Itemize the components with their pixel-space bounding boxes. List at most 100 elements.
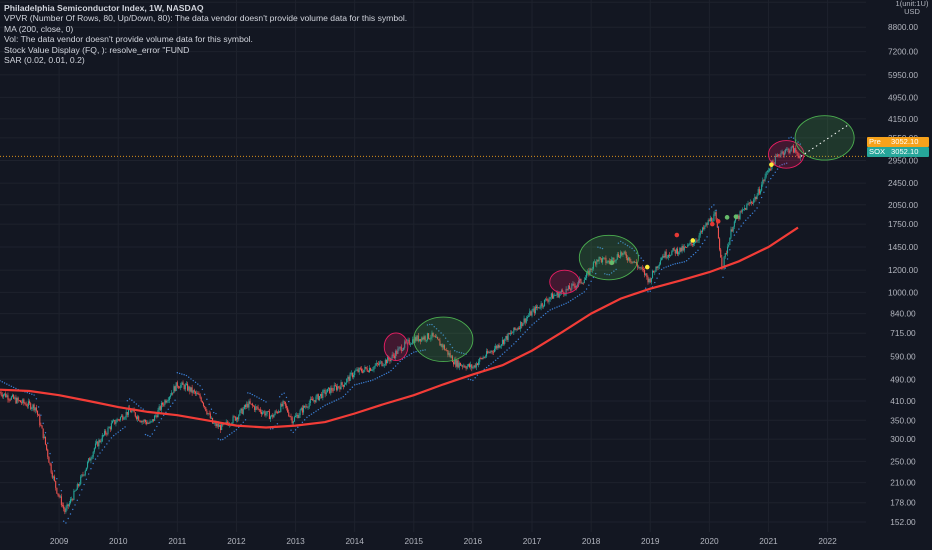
candle-body (210, 417, 212, 419)
candle-body (109, 427, 111, 430)
candle-body (305, 406, 307, 408)
candle-body (142, 421, 144, 422)
candle-body (724, 253, 726, 257)
sar-dot (317, 409, 319, 411)
candle-body (58, 494, 60, 497)
candle-body (688, 244, 690, 246)
y-tick-label: 715.00 (890, 328, 916, 338)
sar-dot (681, 261, 683, 264)
candle-body (511, 332, 513, 334)
candle-body (252, 405, 255, 407)
sar-dot (194, 381, 197, 384)
sar-dot (544, 312, 547, 315)
candle-body (587, 270, 589, 274)
candle-body (740, 211, 742, 213)
candle-body (324, 390, 326, 395)
candle-body (435, 337, 438, 338)
candle-body (292, 421, 294, 424)
candle-body (24, 403, 26, 404)
sar-dot (376, 377, 379, 379)
candle-body (127, 407, 130, 415)
candle-body (462, 365, 464, 367)
candle-body (164, 400, 166, 405)
sar-dot (731, 239, 733, 242)
pre-tag-name: Pre (869, 137, 881, 146)
candle-body (728, 244, 730, 247)
candle-body (309, 398, 311, 403)
candle-body (540, 303, 542, 308)
sar-dot (381, 374, 383, 377)
candle-body (488, 352, 490, 354)
candle-body (175, 382, 177, 391)
candle-body (323, 390, 325, 391)
candle-body (42, 428, 44, 439)
sar-dot (347, 391, 349, 393)
sar-dot (374, 378, 376, 380)
y-tick-label: 840.00 (890, 309, 916, 319)
sar-dot (65, 522, 67, 524)
candle-body (564, 294, 566, 296)
candle-body (104, 430, 106, 436)
candle-body (501, 339, 504, 345)
candle-body (448, 353, 450, 355)
sar-dot (356, 383, 358, 385)
sar-dot (217, 438, 219, 440)
candle-body (16, 397, 18, 404)
candle-body (329, 387, 331, 394)
sar-dot (219, 439, 222, 441)
sar-dot (676, 262, 679, 265)
candle-body (358, 367, 360, 373)
candle-body (347, 376, 349, 380)
sar-dot (31, 393, 33, 395)
candle-body (121, 415, 123, 418)
y-tick-label: 5950.00 (888, 70, 918, 80)
signal-marker (644, 264, 650, 270)
sar-dot (751, 212, 754, 214)
sar-dot (663, 267, 665, 269)
candle-body (316, 394, 318, 397)
candle-body (782, 151, 784, 155)
candle-body (415, 337, 417, 341)
sar-dot (754, 210, 756, 212)
candle-body (454, 359, 456, 365)
time-axis[interactable]: 2009 2010 2011 2012 2013 2014 2015 2016 2017 2018… (50, 536, 837, 546)
candle-body (60, 496, 62, 506)
candle-body (651, 270, 654, 278)
candle-body (646, 273, 648, 277)
candle-body (68, 503, 70, 507)
candle-body (77, 484, 79, 486)
candle-body (46, 444, 48, 450)
candle-body (343, 384, 345, 387)
candle-body (616, 254, 618, 260)
x-tick-label: 2012 (227, 536, 246, 546)
sar-dot (690, 255, 692, 258)
candle-body (198, 394, 200, 396)
sar-dot (338, 398, 340, 400)
candle-body (0, 392, 2, 395)
candle-body (232, 416, 234, 423)
candle-body (769, 168, 771, 171)
candle-body (714, 212, 716, 215)
candle-body (659, 260, 662, 265)
sar-dot (749, 214, 751, 217)
sar-dot (608, 274, 611, 276)
candle-body (644, 270, 646, 275)
candle-body (410, 343, 413, 345)
candle-body (686, 247, 688, 248)
candle-body (202, 402, 205, 406)
candle-body (505, 336, 507, 339)
sar-dot (363, 381, 365, 384)
candle-body (757, 189, 759, 196)
signal-marker (690, 238, 696, 243)
candle-body (639, 267, 641, 269)
candle-body (81, 474, 83, 477)
sar-dot (253, 395, 256, 397)
y-tick-label: 152.00 (890, 517, 916, 527)
sar-dot (583, 291, 586, 293)
candle-body (14, 397, 16, 399)
candle-body (392, 354, 394, 356)
candle-body (185, 383, 187, 385)
candle-body (703, 227, 705, 229)
price-axis[interactable]: 152.00 178.00 210.00 250.00 300.00 350.00 410.… (888, 22, 918, 527)
